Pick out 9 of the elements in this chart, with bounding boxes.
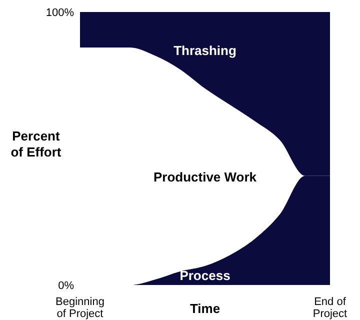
y-tick-label: 100% [46, 6, 74, 19]
x-tick-label: Beginning of Project [56, 296, 104, 320]
y-tick-label: 0% [58, 280, 74, 292]
x-axis-title: Time [190, 301, 220, 316]
series-label: Thrashing [174, 42, 236, 58]
series-label: Process [180, 268, 230, 283]
series-label: Productive Work [153, 170, 258, 185]
y-axis-title: Percent of Effort [10, 128, 62, 160]
x-tick-label: End of Project [312, 296, 348, 320]
